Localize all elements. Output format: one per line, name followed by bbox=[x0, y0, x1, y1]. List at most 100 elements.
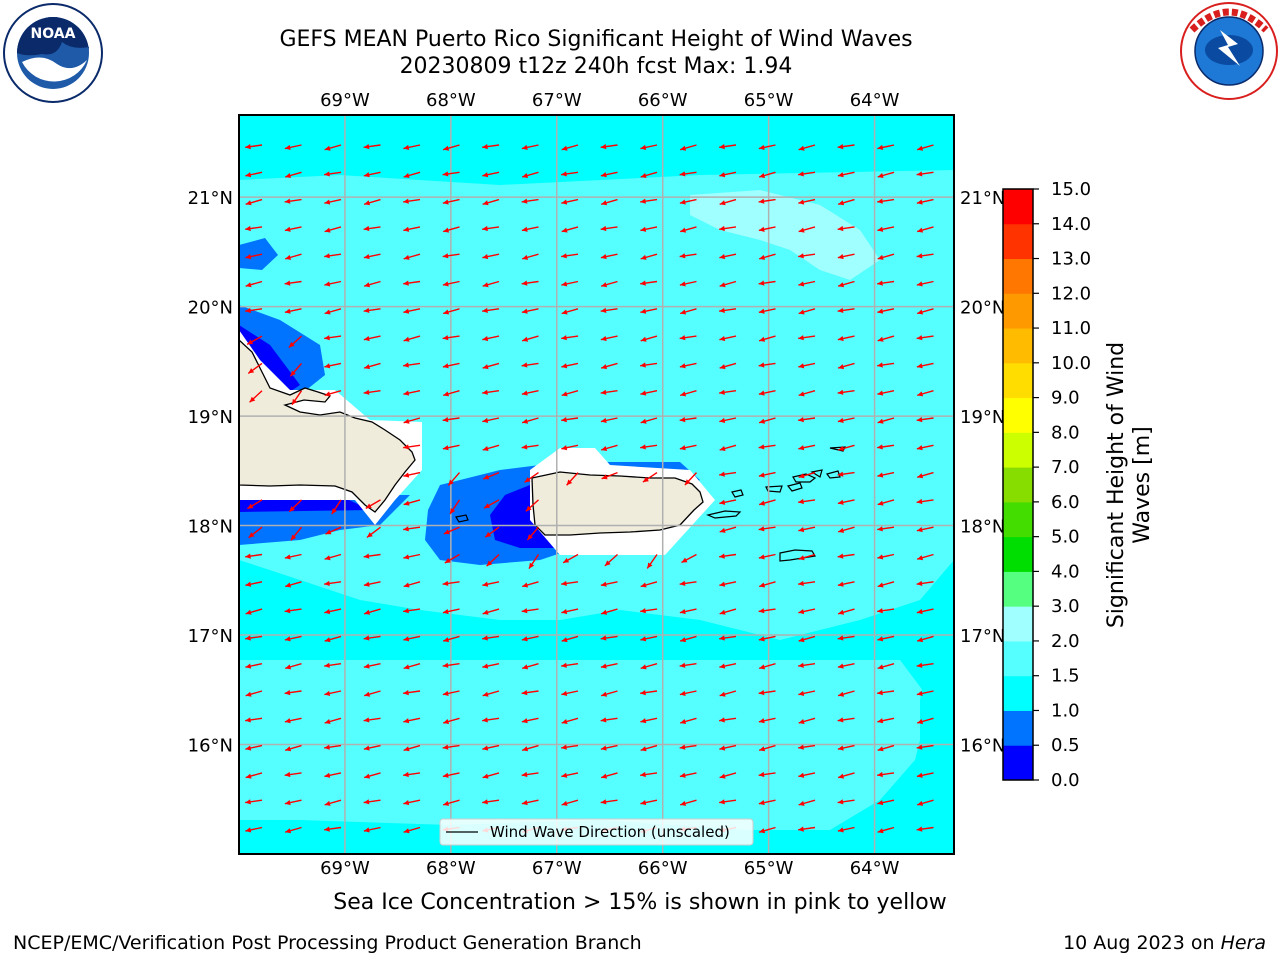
wind-wave-arrow bbox=[521, 690, 539, 696]
wind-wave-arrow bbox=[482, 744, 500, 751]
wind-wave-arrow bbox=[442, 308, 460, 315]
wind-wave-arrow bbox=[245, 826, 263, 833]
colorbar-tick-label: 4.0 bbox=[1051, 561, 1080, 582]
wind-wave-arrow bbox=[877, 444, 895, 450]
wind-wave-arrow bbox=[758, 362, 776, 368]
wind-wave-arrow bbox=[798, 253, 816, 259]
wind-wave-arrow bbox=[290, 526, 303, 541]
wind-wave-arrow bbox=[600, 144, 618, 150]
wind-wave-arrow bbox=[601, 471, 618, 480]
wind-wave-arrow bbox=[442, 280, 460, 287]
wind-wave-arrow bbox=[363, 253, 381, 260]
wind-wave-arrow bbox=[245, 307, 263, 313]
wave-height-zone-1.0-1.5-north bbox=[239, 115, 954, 185]
wind-wave-arrow bbox=[679, 635, 697, 643]
wind-wave-arrow bbox=[363, 389, 381, 395]
lon-label-top: 69°W bbox=[320, 90, 370, 111]
wind-wave-arrow bbox=[679, 390, 697, 397]
wind-wave-arrow bbox=[877, 471, 895, 478]
nws-logo bbox=[1180, 2, 1278, 100]
wind-wave-arrow bbox=[640, 690, 658, 696]
wind-wave-arrow bbox=[798, 744, 816, 750]
wind-wave-arrow bbox=[916, 772, 934, 778]
lat-label-right: 20°N bbox=[960, 298, 1005, 319]
map-title: GEFS MEAN Puerto Rico Significant Height… bbox=[279, 27, 913, 52]
wind-wave-arrow bbox=[916, 744, 934, 750]
wind-wave-arrow bbox=[403, 253, 421, 260]
wind-wave-arrow bbox=[640, 663, 658, 670]
wind-wave-arrow bbox=[363, 307, 381, 313]
wind-wave-arrow bbox=[837, 225, 855, 232]
wind-wave-arrow bbox=[916, 198, 934, 205]
wind-wave-arrow bbox=[719, 663, 737, 669]
wind-wave-arrow bbox=[403, 280, 421, 286]
colorbar-tick-label: 12.0 bbox=[1051, 283, 1091, 304]
wind-wave-arrow bbox=[403, 335, 421, 342]
wind-wave-arrow bbox=[482, 690, 500, 697]
wind-wave-arrow bbox=[403, 226, 421, 232]
colorbar-tick-label: 10.0 bbox=[1051, 353, 1091, 374]
wind-wave-arrow bbox=[442, 335, 460, 341]
wind-wave-arrow bbox=[679, 280, 697, 287]
wind-wave-arrow bbox=[442, 799, 460, 806]
wind-wave-arrow bbox=[640, 799, 658, 806]
wind-wave-arrow bbox=[719, 499, 737, 505]
wind-wave-arrow bbox=[483, 855, 499, 861]
wind-wave-arrow bbox=[284, 663, 302, 670]
wind-wave-arrow bbox=[482, 799, 500, 805]
wind-wave-arrow bbox=[640, 444, 658, 450]
wind-wave-arrow bbox=[284, 826, 302, 834]
wind-wave-arrow bbox=[284, 171, 302, 179]
lat-label-right: 18°N bbox=[960, 517, 1005, 538]
wind-wave-arrow bbox=[758, 663, 776, 670]
wind-wave-arrow bbox=[324, 744, 342, 750]
wind-wave-arrow bbox=[719, 335, 737, 342]
wind-wave-arrow bbox=[289, 362, 303, 377]
wind-wave-arrow bbox=[482, 362, 500, 370]
wind-wave-arrow bbox=[363, 198, 381, 206]
wind-wave-arrow bbox=[719, 389, 737, 395]
wind-wave-arrow bbox=[877, 553, 895, 560]
wind-wave-arrow bbox=[561, 635, 579, 643]
wind-wave-arrow bbox=[521, 608, 539, 614]
wind-wave-arrow bbox=[640, 144, 658, 150]
noaa-logo: NOAA bbox=[3, 3, 103, 103]
wind-wave-arrow bbox=[561, 280, 579, 287]
graticule bbox=[239, 115, 954, 854]
wave-height-zone-0.5-1.0-island bbox=[239, 238, 278, 270]
wind-wave-arrow bbox=[363, 280, 381, 288]
wind-wave-arrow bbox=[640, 717, 658, 724]
wind-wave-arrow bbox=[798, 553, 816, 561]
wind-wave-arrow bbox=[363, 608, 381, 615]
wind-wave-arrow bbox=[837, 717, 855, 723]
wind-wave-arrow bbox=[719, 253, 737, 260]
wind-wave-arrow bbox=[447, 472, 461, 486]
wind-wave-arrow bbox=[679, 717, 697, 725]
axis-labels: 69°W 69°W 68°W 68°W 67°W 67°W 66°W 66°W 65°W 65°W… bbox=[188, 90, 1006, 879]
legend-label: Wind Wave Direction (unscaled) bbox=[490, 823, 730, 841]
wind-wave-arrow bbox=[877, 390, 895, 396]
wind-wave-arrow bbox=[403, 417, 421, 424]
wind-wave-arrow bbox=[640, 581, 658, 588]
wind-wave-arrow bbox=[561, 772, 579, 778]
wind-wave-arrow bbox=[720, 855, 736, 861]
wind-wave-arrow bbox=[442, 744, 460, 750]
colorbar-frame bbox=[1002, 188, 1034, 781]
wind-wave-arrow bbox=[403, 308, 421, 314]
wind-wave-arrow bbox=[600, 307, 618, 313]
colorbar-segment bbox=[1003, 189, 1033, 225]
lat-label-right: 17°N bbox=[960, 626, 1005, 647]
wind-wave-arrow bbox=[324, 826, 342, 832]
wave-height-zone-2.0-3.0 bbox=[690, 190, 880, 280]
wind-wave-arrow bbox=[403, 826, 421, 834]
wind-wave-arrow bbox=[363, 799, 381, 805]
wind-wave-arrow bbox=[403, 553, 421, 560]
wind-wave-arrow bbox=[640, 280, 658, 286]
wind-wave-arrow bbox=[679, 662, 697, 668]
wind-wave-arrow bbox=[719, 417, 737, 423]
wind-wave-arrow bbox=[482, 144, 500, 150]
wind-wave-arrow bbox=[444, 553, 460, 564]
wind-wave-arrow bbox=[758, 226, 776, 232]
wind-wave-arrow bbox=[679, 608, 697, 615]
